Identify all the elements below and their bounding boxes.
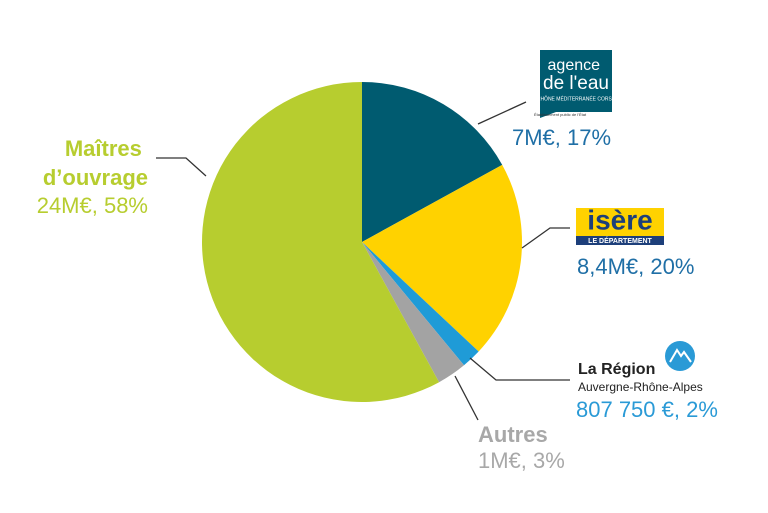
value-label: 8,4M€, 20% <box>577 254 694 279</box>
logo-subtext: RHÔNE MÉDITERRANÉE CORSE <box>537 95 616 102</box>
logo-bar <box>576 236 664 245</box>
leader-line <box>521 227 570 249</box>
leader-line <box>469 357 570 381</box>
category-label: isère <box>587 204 652 235</box>
pie-slice <box>362 164 522 352</box>
logo-subtext: LE DÉPARTEMENT <box>588 236 652 245</box>
label-line: agence <box>548 57 605 74</box>
leader-line <box>477 101 527 125</box>
pie-slice <box>362 242 464 383</box>
value-label: 1M€, 3% <box>478 448 565 473</box>
value-label: 807 750 €, 2% <box>576 397 718 422</box>
label-line: d’ouvrage <box>43 165 148 190</box>
category-label: Autres <box>478 422 548 447</box>
leader-line <box>454 375 479 421</box>
logo-subtext: Établissement public de l'État <box>534 112 587 117</box>
pie-slice <box>362 82 503 242</box>
label-line: de l'eau <box>543 73 609 94</box>
category-label: La Région <box>578 361 655 378</box>
category-sublabel: Auvergne-Rhône-Alpes <box>578 380 703 394</box>
category-label: Maîtres d’ouvrage <box>43 136 148 190</box>
logo-bg <box>576 208 664 236</box>
leader-line <box>156 157 207 177</box>
category-label: agence de l'eau <box>543 57 609 94</box>
value-label: 24M€, 58% <box>37 193 148 218</box>
logo-shape <box>540 50 612 118</box>
value-label: 7M€, 17% <box>512 125 611 150</box>
pie-slice <box>202 82 440 402</box>
pie-slice <box>362 242 479 366</box>
label-line: Maîtres <box>65 136 148 161</box>
logo-icon-mark <box>669 348 692 363</box>
